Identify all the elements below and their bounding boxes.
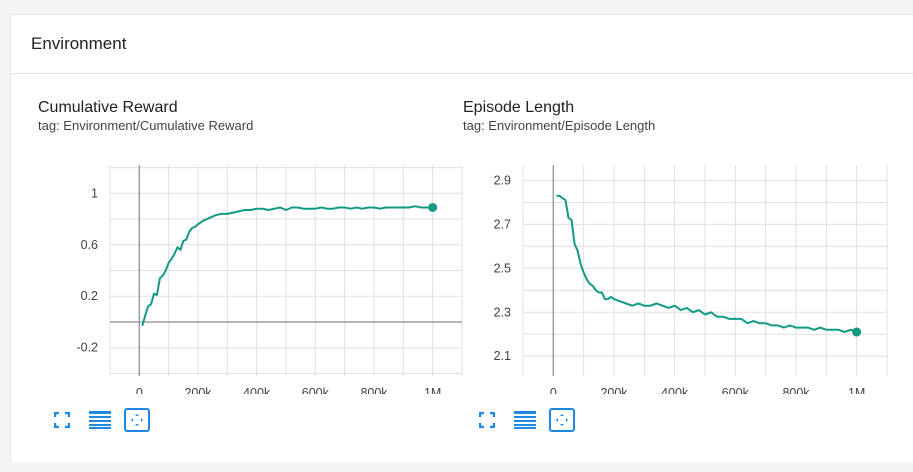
series-line: [556, 194, 858, 333]
chart-toolbar: [48, 406, 150, 434]
x-tick-label: 200k: [184, 386, 212, 394]
series-end-point: [852, 327, 862, 337]
fit-domain-icon: [556, 414, 568, 426]
x-tick-label: 200k: [600, 386, 628, 394]
x-tick-label: 1M: [848, 386, 865, 394]
fullscreen-button[interactable]: [48, 406, 76, 434]
x-tick-label: 0: [136, 386, 143, 394]
episode-length-chart-panel: Episode Length tag: Environment/Episode …: [463, 98, 893, 443]
x-tick-label: 800k: [782, 386, 810, 394]
y-tick-label: 2.1: [494, 349, 511, 363]
data-table-button[interactable]: [86, 406, 114, 434]
chart-tag: tag: Environment/Cumulative Reward: [38, 118, 254, 133]
next-section-edge: [10, 462, 913, 472]
chart-title: Cumulative Reward: [38, 99, 178, 116]
chart-title: Episode Length: [463, 99, 575, 116]
cumulative-reward-chart-panel: Cumulative Reward tag: Environment/Cumul…: [38, 98, 468, 443]
y-tick-label: 2.5: [494, 261, 511, 275]
y-tick-label: 0.2: [81, 289, 98, 303]
section-title: Environment: [31, 34, 127, 53]
y-tick-label: 1: [91, 186, 98, 200]
fit-domain-button[interactable]: [124, 408, 150, 432]
fit-domain-icon: [131, 414, 143, 426]
fullscreen-icon: [479, 412, 495, 428]
fullscreen-icon: [54, 412, 70, 428]
episode-length-plot[interactable]: 2.1 2.3 2.5 2.7 2.9 0 200k 400k 600k 800k 1M: [463, 144, 888, 394]
x-tick-label: 600k: [722, 386, 750, 394]
data-table-icon: [89, 411, 111, 429]
fullscreen-button[interactable]: [473, 406, 501, 434]
section-header[interactable]: Environment: [11, 15, 913, 74]
chart-tag: tag: Environment/Episode Length: [463, 118, 656, 133]
series-end-point: [428, 202, 438, 212]
x-tick-label: 400k: [243, 386, 271, 394]
x-tick-label: 1M: [424, 386, 441, 394]
y-tick-label: 2.9: [494, 173, 511, 187]
fit-domain-button[interactable]: [549, 408, 575, 432]
y-tick-label: 0.6: [81, 238, 98, 252]
x-tick-label: 0: [550, 386, 557, 394]
x-tick-label: 800k: [360, 386, 388, 394]
x-tick-label: 400k: [661, 386, 689, 394]
y-tick-label: 2.3: [494, 305, 511, 319]
x-tick-label: 600k: [302, 386, 330, 394]
chart-toolbar: [473, 406, 575, 434]
y-tick-label: -0.2: [76, 341, 98, 355]
data-table-icon: [514, 411, 536, 429]
data-table-button[interactable]: [511, 406, 539, 434]
cumulative-reward-plot[interactable]: -0.2 0.2 0.6 1 0 200k 400k 600k 800k 1M: [38, 144, 463, 394]
y-tick-label: 2.7: [494, 217, 511, 231]
environment-card: Environment Cumulative Reward tag: Envir…: [10, 14, 913, 463]
series-line: [141, 205, 433, 327]
